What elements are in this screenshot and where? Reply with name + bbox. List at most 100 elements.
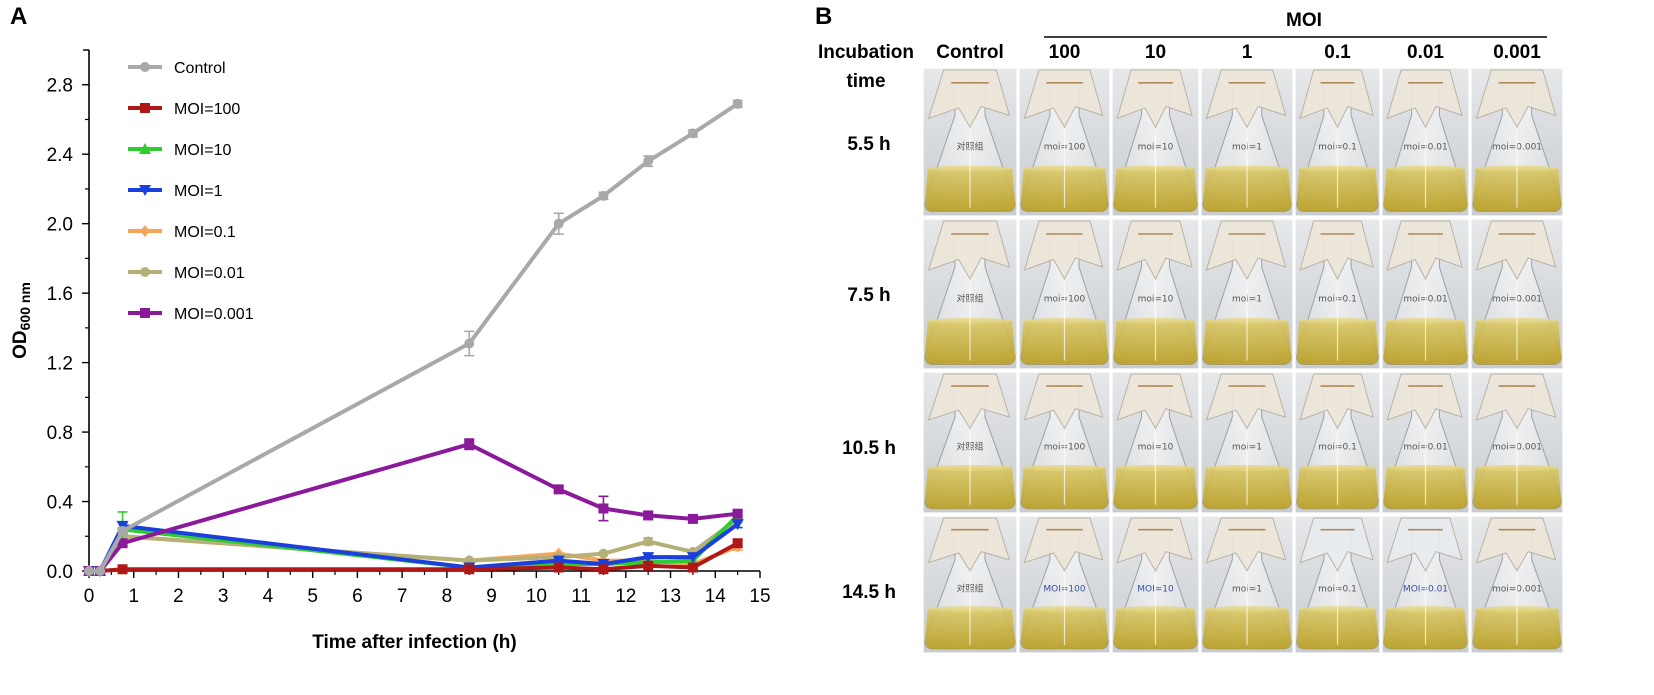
paper-cover <box>1299 517 1374 572</box>
flask-photo: moi=1 <box>1200 515 1294 654</box>
x-tick-label: 9 <box>486 586 497 607</box>
legend-label: MOI=10 <box>174 142 231 159</box>
data-point <box>731 519 744 531</box>
x-tick-label: 12 <box>615 586 636 607</box>
paper-cover <box>927 373 1011 430</box>
paper-cover <box>1205 517 1287 572</box>
legend-label: MOI=1 <box>174 183 223 200</box>
flask-photo: MOI=0.01 <box>1381 515 1470 654</box>
paper-cover <box>1116 517 1193 572</box>
flask-photo: moi=1 <box>1200 371 1294 514</box>
flask-photo: moi=0.001 <box>1470 218 1564 370</box>
flask-photo: moi=100 <box>1018 371 1111 514</box>
data-point <box>464 564 475 575</box>
y-axis-title: OD600 nm <box>10 282 33 359</box>
flask-photo: moi=1 <box>1200 67 1294 217</box>
photo-border <box>1294 515 1381 654</box>
series-line <box>89 102 739 573</box>
data-point <box>598 503 609 514</box>
legend-label: Control <box>174 60 226 77</box>
photo-border <box>1018 371 1111 514</box>
column-header: 0.01 <box>1407 42 1444 63</box>
data-point <box>598 190 609 201</box>
y-tick-label: 2.8 <box>47 76 73 97</box>
legend-item: MOI=100 <box>128 101 240 118</box>
data-point <box>117 538 128 549</box>
photo-border <box>1470 218 1564 370</box>
y-tick-label: 0.8 <box>47 423 73 444</box>
y-tick-label: 2.4 <box>47 145 74 166</box>
flask-photo: 对照组 <box>922 515 1018 654</box>
paper-cover <box>1386 517 1463 572</box>
data-point <box>140 225 150 237</box>
data-point <box>598 548 609 559</box>
photo-border <box>922 218 1018 370</box>
legend-item: MOI=0.1 <box>128 224 236 241</box>
data-point <box>643 156 654 167</box>
data-point <box>95 566 106 576</box>
paper-cover <box>1475 373 1557 430</box>
row-label: 5.5 h <box>847 134 890 155</box>
flask-photo: moi=1 <box>1200 218 1294 370</box>
x-tick-label: 8 <box>442 586 453 607</box>
paper-cover <box>1386 69 1463 129</box>
x-tick-label: 11 <box>571 586 591 607</box>
photo-border <box>1381 515 1470 654</box>
series-line <box>89 442 738 573</box>
data-point <box>139 185 151 196</box>
flask-photo: 对照组 <box>922 67 1018 217</box>
data-point <box>140 308 150 318</box>
data-point <box>117 526 128 537</box>
photo-border <box>1018 67 1111 217</box>
data-point <box>732 508 743 519</box>
paper-cover <box>1023 517 1104 572</box>
data-point <box>686 552 699 564</box>
flask-photo: moi=0.1 <box>1294 218 1381 370</box>
x-tick-label: 14 <box>705 586 727 607</box>
data-point <box>642 552 655 564</box>
paper-cover <box>1475 517 1557 572</box>
flask-photo: moi=10 <box>1111 67 1200 217</box>
column-header: 0.001 <box>1493 42 1541 63</box>
row-label: 10.5 h <box>842 438 896 459</box>
legend-label: MOI=0.01 <box>174 265 245 282</box>
y-tick-label: 0.0 <box>47 562 73 583</box>
data-point <box>643 560 654 571</box>
photo-border <box>1470 371 1564 514</box>
photo-border <box>922 515 1018 654</box>
chart-series <box>83 98 744 577</box>
data-point <box>687 128 698 139</box>
column-header: 1 <box>1242 42 1253 63</box>
paper-cover <box>1386 220 1463 281</box>
data-point <box>643 510 654 521</box>
data-point <box>140 103 150 113</box>
x-tick-label: 10 <box>526 586 547 607</box>
legend-label: MOI=100 <box>174 101 240 118</box>
photo-border <box>1294 371 1381 514</box>
paper-cover <box>1023 69 1104 129</box>
paper-cover <box>1116 220 1193 281</box>
data-point <box>687 562 698 573</box>
x-tick-label: 1 <box>128 586 139 607</box>
x-axis-title: Time after infection (h) <box>312 632 516 653</box>
row-label: 7.5 h <box>847 285 890 306</box>
paper-cover <box>1475 69 1557 129</box>
paper-cover <box>1116 69 1193 129</box>
y-tick-label: 1.2 <box>47 354 73 375</box>
legend-label: MOI=0.001 <box>174 306 254 323</box>
x-tick-label: 13 <box>660 586 681 607</box>
flask-photo: moi=10 <box>1111 218 1200 370</box>
legend-label: MOI=0.1 <box>174 224 236 241</box>
flask-photo: moi=100 <box>1018 67 1111 217</box>
flask-photo: MOI=10 <box>1111 515 1200 654</box>
data-point <box>84 566 94 576</box>
x-tick-label: 4 <box>263 586 274 607</box>
paper-cover <box>1299 69 1374 129</box>
x-tick-label: 5 <box>307 586 318 607</box>
panel-a-label: A <box>10 3 27 30</box>
chart-axes: 0 1 2 3 4 5 6 7 8 9 10 11 12 13 14 150.00.40.81.21.62.0… <box>47 49 771 607</box>
incubation-label-line1: Incubation <box>818 42 914 63</box>
x-tick-label: 0 <box>84 586 95 607</box>
series-control <box>84 98 743 576</box>
y-axis-title-main: OD <box>10 330 31 359</box>
